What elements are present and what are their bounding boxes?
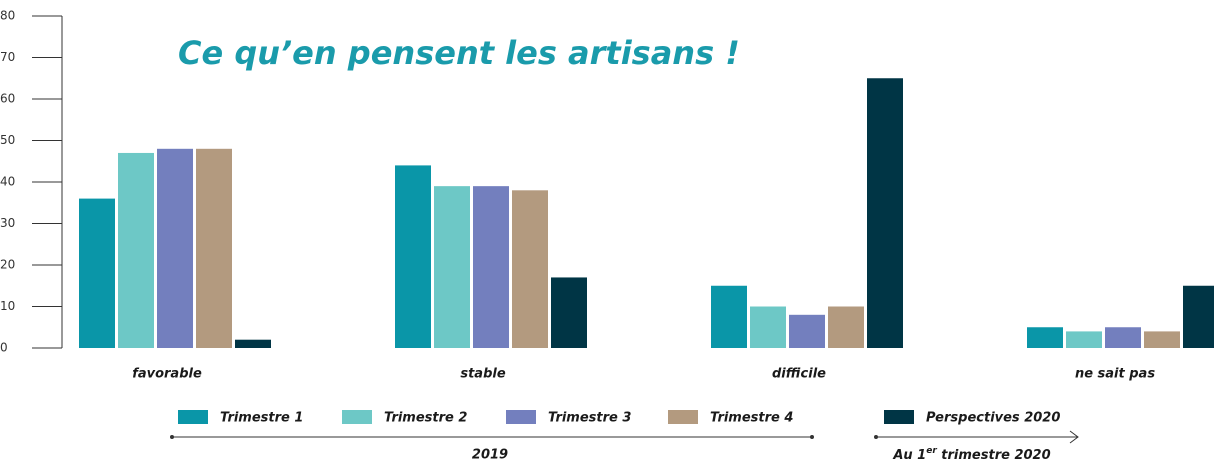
legend-swatch <box>342 410 372 424</box>
y-tick-label: 0 <box>0 341 8 355</box>
bar <box>473 186 509 348</box>
legend-label: Trimestre 1 <box>220 411 303 426</box>
arrow-dot <box>874 435 878 439</box>
annotation-sup: er <box>926 446 937 456</box>
bar <box>1066 331 1102 348</box>
y-tick-label: 40 <box>0 175 15 189</box>
x-tick-label: favorable <box>132 367 202 382</box>
bar <box>789 314 825 348</box>
y-tick-label: 50 <box>0 133 15 147</box>
bar <box>750 306 786 348</box>
legend-label: Trimestre 2 <box>384 411 467 426</box>
bar <box>512 190 548 348</box>
legend-label: Trimestre 4 <box>710 411 793 426</box>
y-tick-label: 80 <box>0 9 15 23</box>
bar <box>196 148 232 348</box>
annotation: Au 1er trimestre 2020 <box>892 446 1050 461</box>
bar <box>434 186 470 348</box>
y-tick-label: 20 <box>0 258 15 272</box>
bar <box>828 306 864 348</box>
legend-label: Trimestre 3 <box>548 411 631 426</box>
legend-swatch <box>668 410 698 424</box>
x-tick-label: difficile <box>772 367 826 382</box>
legend-label: Perspectives 2020 <box>926 411 1060 426</box>
legend-swatch <box>884 410 914 424</box>
x-tick-label: ne sait pas <box>1075 367 1155 382</box>
y-tick-label: 30 <box>0 216 15 230</box>
bar <box>395 165 431 348</box>
bar <box>1105 327 1141 348</box>
annotation: 2019 <box>472 448 508 461</box>
legend-swatch <box>178 410 208 424</box>
annotation-part: trimestre 2020 <box>937 448 1051 461</box>
bar <box>711 285 747 348</box>
y-tick-label: 60 <box>0 92 15 106</box>
arrow-head <box>1069 430 1079 444</box>
y-tick-label: 70 <box>0 50 15 64</box>
bar <box>1027 327 1063 348</box>
annotation-part: Au 1 <box>892 448 926 461</box>
bar <box>79 198 115 348</box>
bar <box>867 78 903 348</box>
bar <box>551 277 587 348</box>
bar <box>1144 331 1180 348</box>
chart-title: Ce qu’en pensent les artisans ! <box>178 34 740 72</box>
y-tick-label: 10 <box>0 299 15 313</box>
x-tick-label: stable <box>460 367 505 382</box>
bar <box>235 339 271 348</box>
bar <box>1183 285 1214 348</box>
bracket-dot <box>170 435 174 439</box>
legend-swatch <box>506 410 536 424</box>
bar <box>118 152 154 348</box>
bar <box>157 148 193 348</box>
bracket-dot <box>810 435 814 439</box>
